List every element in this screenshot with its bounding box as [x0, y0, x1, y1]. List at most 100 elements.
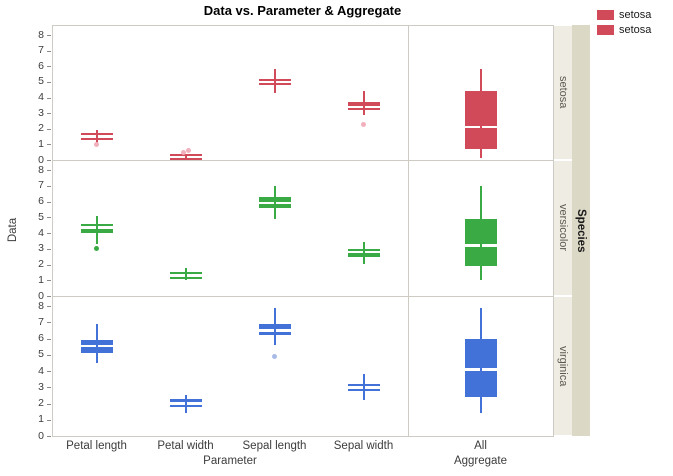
box-upper-quartile[interactable]	[258, 196, 291, 202]
outlier-dot[interactable]	[272, 353, 277, 359]
box-lower-quartile[interactable]	[464, 370, 497, 397]
y-tick-label: 8	[38, 28, 44, 41]
outlier-dot[interactable]	[185, 148, 191, 154]
box-lower-quartile[interactable]	[258, 83, 291, 86]
box-lower-quartile[interactable]	[169, 404, 202, 407]
y-tick-mark	[47, 97, 51, 99]
box-upper-quartile[interactable]	[80, 340, 113, 345]
y-tick-label: 6	[38, 59, 44, 72]
legend: setosa setosa	[597, 7, 651, 37]
y-tick-label: 0	[38, 429, 44, 442]
legend-entry-0[interactable]: setosa	[597, 7, 651, 22]
legend-swatch	[597, 9, 614, 20]
x-axis-title-aggregate: Aggregate	[453, 455, 508, 467]
y-tick-mark	[47, 144, 51, 146]
y-tick-mark	[47, 113, 51, 115]
legend-label: setosa	[619, 8, 652, 21]
y-tick-label: 0	[38, 289, 44, 302]
box-lower-quartile[interactable]	[80, 347, 113, 354]
y-tick-mark	[47, 436, 51, 437]
box-lower-quartile[interactable]	[347, 388, 380, 391]
outlier-dot[interactable]	[180, 149, 186, 155]
y-tick-mark	[47, 185, 51, 187]
box-upper-quartile[interactable]	[80, 133, 113, 136]
y-tick-mark	[47, 338, 51, 340]
y-tick-mark	[47, 217, 51, 219]
outlier-dot[interactable]	[361, 121, 366, 127]
whisker-line	[273, 185, 276, 219]
box-lower-quartile[interactable]	[347, 253, 380, 257]
whisker-line	[184, 395, 187, 414]
page-title: Data vs. Parameter & Aggregate	[203, 3, 402, 18]
box-upper-quartile[interactable]	[347, 384, 380, 386]
y-tick-label: 2	[38, 122, 44, 135]
box-lower-quartile[interactable]	[464, 128, 497, 150]
y-tick-mark	[47, 387, 51, 389]
whisker-line	[362, 374, 365, 401]
y-tick-label: 1	[38, 413, 44, 426]
x-tick-label: All	[474, 440, 487, 452]
x-tick-label: Sepal width	[333, 440, 394, 452]
y-tick-label: 5	[38, 75, 44, 88]
legend-label: setosa	[619, 23, 652, 36]
y-tick-mark	[47, 403, 51, 405]
box-lower-quartile[interactable]	[464, 246, 497, 267]
y-tick-label: 4	[38, 91, 44, 103]
box-upper-quartile[interactable]	[464, 218, 497, 245]
legend-swatch	[597, 24, 614, 35]
facet-strip-species: Species	[572, 25, 590, 436]
y-tick-label: 3	[38, 242, 44, 255]
box-upper-quartile[interactable]	[347, 102, 380, 106]
y-tick-mark	[47, 248, 51, 250]
y-tick-mark	[47, 322, 51, 324]
y-tick-label: 8	[38, 299, 44, 312]
box-lower-quartile[interactable]	[169, 276, 202, 279]
box-upper-quartile[interactable]	[258, 323, 291, 330]
y-tick-label: 7	[38, 44, 44, 57]
outlier-dot[interactable]	[94, 246, 99, 252]
y-tick-mark	[47, 170, 51, 171]
box-upper-quartile[interactable]	[169, 153, 202, 156]
y-tick-mark	[47, 81, 51, 83]
box-upper-quartile[interactable]	[169, 398, 202, 403]
y-tick-mark	[47, 354, 51, 356]
y-tick-label: 5	[38, 210, 44, 223]
y-tick-mark	[47, 233, 51, 234]
aggregate-column-divider	[408, 25, 409, 436]
box-upper-quartile[interactable]	[464, 91, 497, 126]
y-tick-mark	[47, 201, 51, 203]
box-lower-quartile[interactable]	[80, 228, 113, 233]
outlier-dot[interactable]	[94, 141, 99, 147]
y-tick-label: 1	[38, 273, 44, 286]
y-tick-label: 5	[38, 348, 44, 361]
box-lower-quartile[interactable]	[347, 108, 380, 111]
panel-frame	[52, 25, 554, 437]
y-tick-mark	[47, 371, 51, 372]
box-upper-quartile[interactable]	[80, 223, 113, 227]
x-tick-label: Petal width	[157, 440, 214, 452]
box-upper-quartile[interactable]	[258, 78, 291, 81]
y-tick-label: 8	[38, 163, 44, 176]
box-upper-quartile[interactable]	[169, 272, 202, 275]
box-lower-quartile[interactable]	[169, 158, 202, 161]
box-upper-quartile[interactable]	[347, 248, 380, 251]
facet-strip-virginica: virginica	[554, 297, 572, 435]
box-lower-quartile[interactable]	[258, 204, 291, 208]
x-axis-title-parameter: Parameter	[203, 455, 257, 467]
box-lower-quartile[interactable]	[258, 331, 291, 336]
whisker-line	[184, 153, 187, 159]
y-tick-label: 6	[38, 332, 44, 344]
y-tick-label: 4	[38, 364, 44, 377]
legend-entry-1[interactable]: setosa	[597, 22, 651, 37]
y-tick-mark	[47, 128, 51, 130]
y-tick-mark	[47, 280, 51, 282]
y-tick-label: 7	[38, 315, 44, 328]
y-tick-label: 7	[38, 179, 44, 192]
y-tick-mark	[47, 160, 51, 161]
box-lower-quartile[interactable]	[80, 137, 113, 140]
y-tick-mark	[47, 296, 51, 297]
box-upper-quartile[interactable]	[464, 338, 497, 369]
facet-strip-versicolor: versicolor	[554, 161, 572, 295]
y-tick-mark	[47, 264, 51, 266]
y-tick-mark	[47, 66, 51, 68]
